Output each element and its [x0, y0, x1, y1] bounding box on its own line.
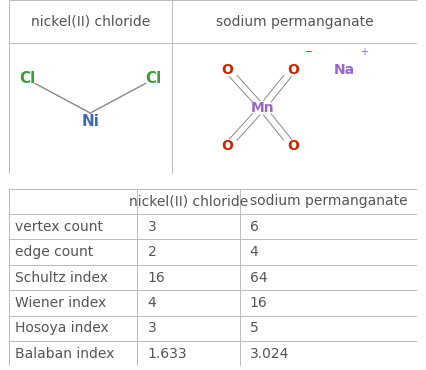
Text: O: O: [287, 139, 299, 153]
Text: 3: 3: [147, 220, 156, 234]
Text: Na: Na: [333, 63, 354, 77]
Text: Wiener index: Wiener index: [14, 296, 106, 310]
Text: Schultz index: Schultz index: [14, 270, 108, 285]
Text: sodium permanganate: sodium permanganate: [216, 15, 374, 29]
Text: edge count: edge count: [14, 245, 93, 259]
Text: vertex count: vertex count: [14, 220, 103, 234]
Text: O: O: [222, 139, 233, 153]
Text: 4: 4: [147, 296, 156, 310]
Text: 1.633: 1.633: [147, 347, 187, 361]
Text: +: +: [360, 47, 368, 57]
Text: 6: 6: [250, 220, 259, 234]
Text: Balaban index: Balaban index: [14, 347, 114, 361]
Text: 16: 16: [147, 270, 165, 285]
Text: Cl: Cl: [146, 71, 162, 86]
Text: O: O: [222, 63, 233, 77]
Text: Cl: Cl: [19, 71, 35, 86]
Text: sodium permanganate: sodium permanganate: [250, 194, 407, 208]
Text: Ni: Ni: [81, 114, 99, 129]
Text: O: O: [287, 63, 299, 77]
Text: Mn: Mn: [250, 101, 274, 115]
Text: 3.024: 3.024: [250, 347, 289, 361]
Text: 3: 3: [147, 321, 156, 335]
Text: −: −: [305, 47, 313, 57]
Text: 16: 16: [250, 296, 268, 310]
Text: nickel(II) chloride: nickel(II) chloride: [31, 15, 150, 29]
Text: 2: 2: [147, 245, 156, 259]
Text: nickel(II) chloride: nickel(II) chloride: [129, 194, 248, 208]
Text: Hosoya index: Hosoya index: [14, 321, 108, 335]
Text: 5: 5: [250, 321, 259, 335]
Text: 4: 4: [250, 245, 259, 259]
Text: 64: 64: [250, 270, 268, 285]
